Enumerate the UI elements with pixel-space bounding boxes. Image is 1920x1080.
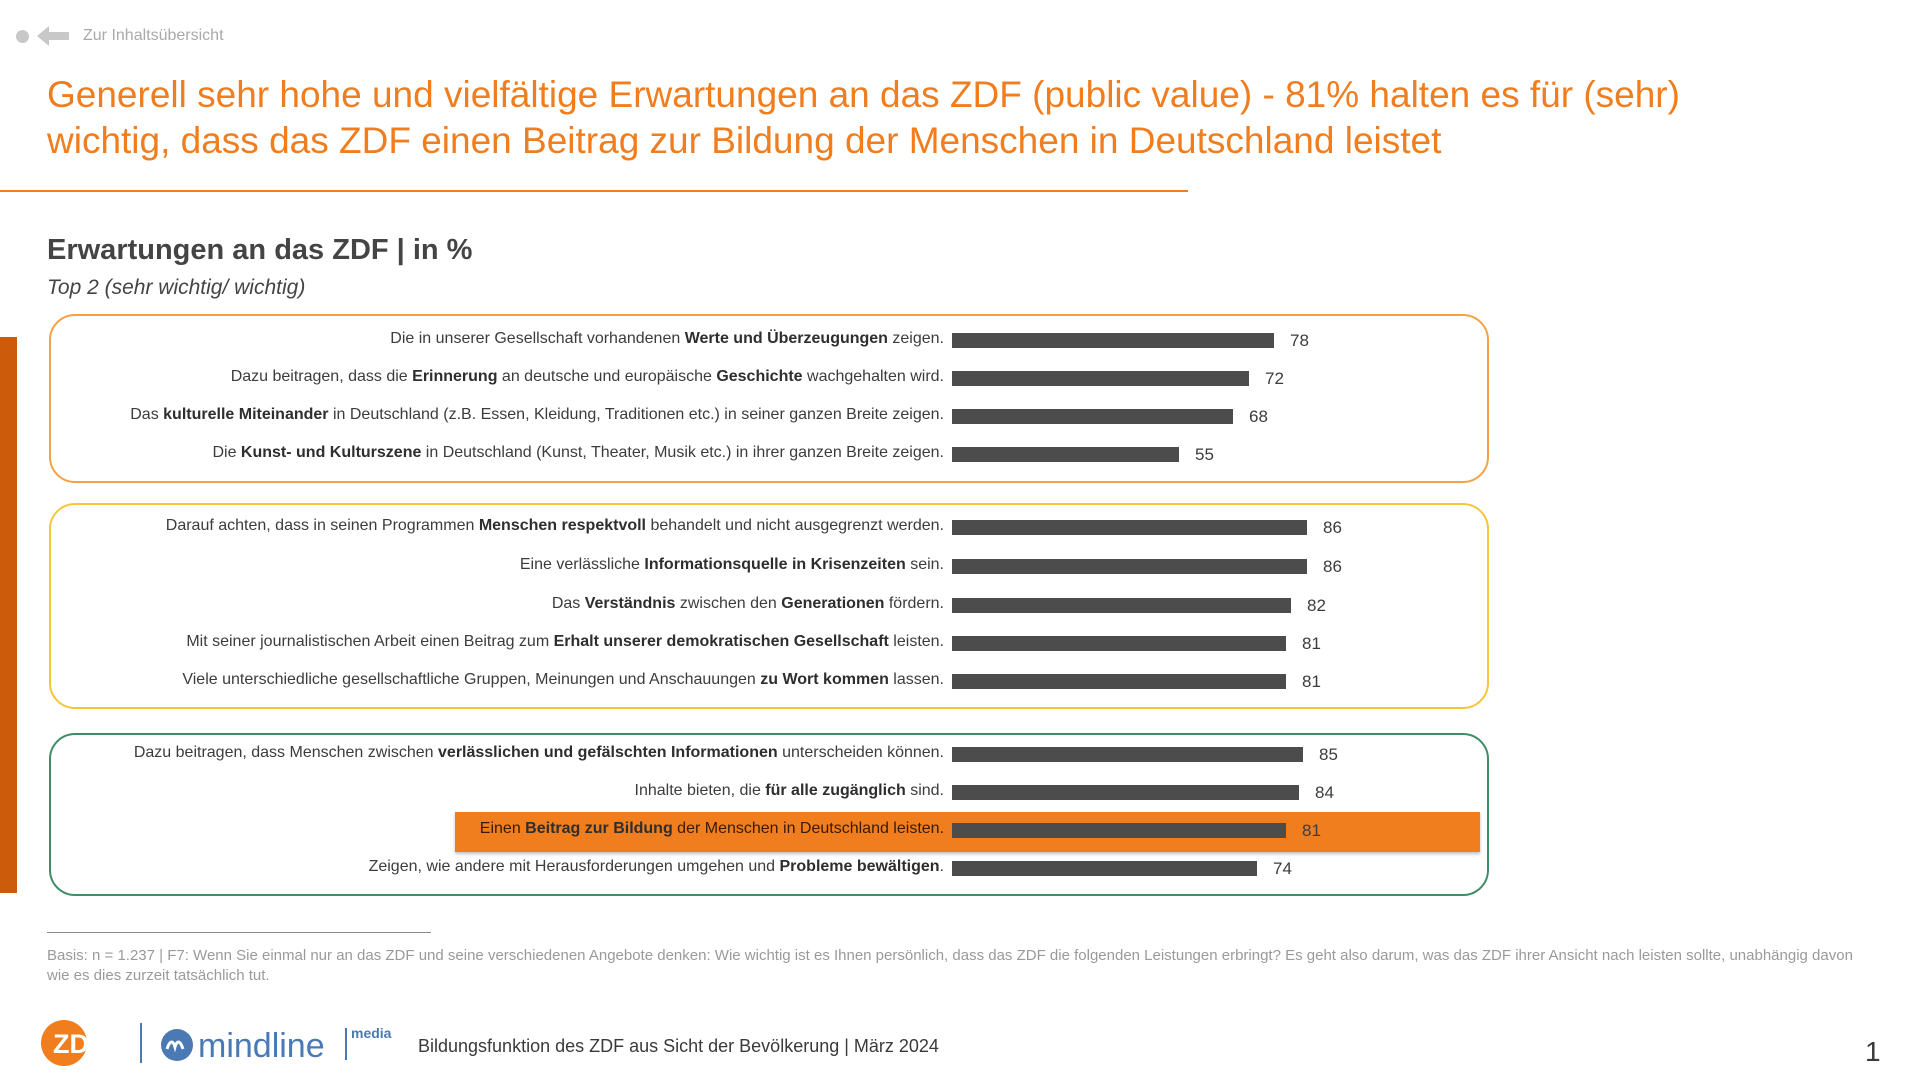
page-number: 1 bbox=[1865, 1036, 1881, 1067]
bar bbox=[952, 447, 1179, 462]
data-label: 84 bbox=[1315, 783, 1334, 802]
data-label: 82 bbox=[1307, 596, 1326, 615]
back-to-overview-link[interactable]: Zur Inhaltsübersicht bbox=[16, 26, 224, 46]
footer-title: Bildungsfunktion des ZDF aus Sicht der B… bbox=[418, 1036, 939, 1056]
headline-divider bbox=[0, 190, 1188, 192]
logo-area: ZDF mindline media bbox=[40, 1018, 400, 1068]
mindline-media-logo: mindline media bbox=[161, 1025, 392, 1065]
category-label: Dazu beitragen, dass die Erinnerung an d… bbox=[230, 368, 944, 385]
category-label: Zeigen, wie andere mit Herausforderungen… bbox=[368, 858, 944, 875]
category-label: Viele unterschiedliche gesellschaftliche… bbox=[182, 671, 944, 688]
data-label: 86 bbox=[1323, 557, 1342, 576]
svg-text:ZDF: ZDF bbox=[53, 1029, 105, 1059]
group-box-society bbox=[49, 503, 1489, 709]
bar bbox=[952, 520, 1307, 535]
svg-text:media: media bbox=[351, 1025, 392, 1041]
data-label: 78 bbox=[1290, 331, 1309, 350]
side-accent-bar bbox=[0, 337, 17, 893]
bar bbox=[952, 598, 1291, 613]
data-label: 81 bbox=[1302, 634, 1321, 653]
bar bbox=[952, 785, 1299, 800]
data-label: 86 bbox=[1323, 518, 1342, 537]
bar bbox=[952, 861, 1257, 876]
category-label: Dazu beitragen, dass Menschen zwischen v… bbox=[133, 744, 944, 761]
group-box-culture bbox=[49, 314, 1489, 483]
category-label: Das Verständnis zwischen den Generatione… bbox=[551, 595, 944, 612]
svg-text:mindline: mindline bbox=[198, 1027, 325, 1065]
chart-subtitle: Top 2 (sehr wichtig/ wichtig) bbox=[47, 276, 306, 299]
category-label: Inhalte bieten, die für alle zugänglich … bbox=[634, 782, 944, 799]
dot-icon bbox=[16, 29, 29, 43]
bar bbox=[952, 674, 1286, 689]
footnote-divider bbox=[47, 932, 431, 933]
data-label: 55 bbox=[1195, 445, 1214, 464]
page-headline: Generell sehr hohe und vielfältige Erwar… bbox=[47, 74, 1680, 161]
bar bbox=[952, 333, 1274, 348]
category-label: Das kulturelle Miteinander in Deutschlan… bbox=[130, 406, 944, 423]
category-label: Einen Beitrag zur Bildung der Menschen i… bbox=[479, 820, 944, 837]
data-label: 81 bbox=[1302, 821, 1321, 840]
data-label: 74 bbox=[1273, 859, 1292, 878]
data-label: 72 bbox=[1265, 369, 1284, 388]
category-label: Die in unserer Gesellschaft vorhandenen … bbox=[390, 330, 944, 347]
data-label: 81 bbox=[1302, 672, 1321, 691]
back-link-label: Zur Inhaltsübersicht bbox=[83, 27, 224, 44]
chart-title: Erwartungen an das ZDF | in % bbox=[47, 234, 473, 266]
category-label: Eine verlässliche Informationsquelle in … bbox=[519, 556, 944, 573]
footnote: Basis: n = 1.237 | F7: Wenn Sie einmal n… bbox=[47, 947, 1853, 984]
data-label: 85 bbox=[1319, 745, 1338, 764]
category-label: Die Kunst- und Kulturszene in Deutschlan… bbox=[212, 444, 944, 461]
bar bbox=[952, 636, 1286, 651]
category-label: Mit seiner journalistischen Arbeit einen… bbox=[186, 633, 944, 650]
bar bbox=[952, 747, 1303, 762]
data-label: 68 bbox=[1249, 407, 1268, 426]
zdf-logo: ZDF bbox=[41, 1020, 105, 1066]
bar bbox=[952, 823, 1286, 838]
category-label: Darauf achten, dass in seinen Programmen… bbox=[165, 517, 944, 534]
group-box-education bbox=[49, 733, 1489, 896]
bar bbox=[952, 371, 1249, 386]
bar bbox=[952, 409, 1233, 424]
logo-divider bbox=[140, 1023, 142, 1063]
back-arrow-icon bbox=[37, 26, 69, 46]
bar bbox=[952, 559, 1307, 574]
